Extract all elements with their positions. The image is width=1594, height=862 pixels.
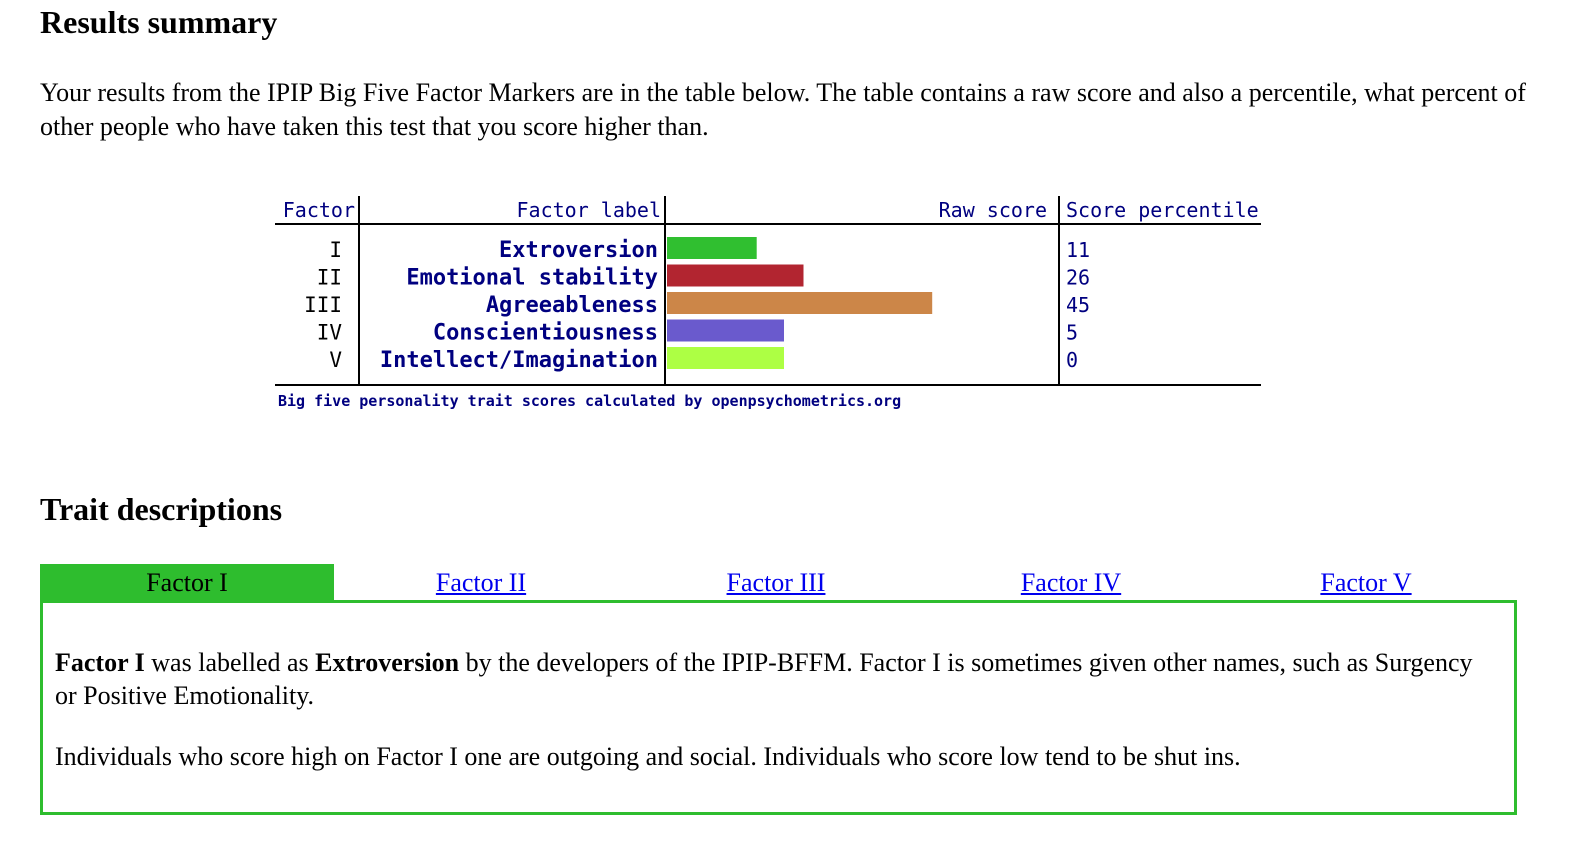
- panel-text-2: by the developers of the IPIP-BFFM. Fact…: [55, 648, 1473, 710]
- raw-score-bar: [667, 264, 804, 287]
- tab-factor-1-label: Factor I: [146, 568, 228, 597]
- percentile-value: 11: [1066, 238, 1090, 262]
- percentile-value: 0: [1066, 348, 1078, 372]
- factor-tabs: Factor I Factor II Factor III Factor IV …: [40, 564, 1514, 602]
- factor-label: Extroversion: [499, 238, 658, 263]
- factor-label: Emotional stability: [406, 266, 658, 291]
- tab-factor-3-link[interactable]: Factor III: [726, 568, 826, 597]
- factor-label: Conscientiousness: [433, 321, 658, 346]
- factor-numeral: III: [304, 293, 342, 317]
- big-five-chart: Factor Factor label Raw score Score percent…: [272, 190, 1272, 420]
- tab-factor-2-link[interactable]: Factor II: [435, 568, 527, 597]
- tab-factor-2[interactable]: Factor II: [334, 564, 628, 602]
- factor-numeral: II: [317, 266, 342, 290]
- factor-label: Intellect/Imagination: [380, 348, 658, 373]
- chart-caption: Big five personality trait scores calcul…: [278, 392, 901, 410]
- raw-score-bar: [667, 319, 784, 342]
- column-header-score-percentile: Score percentile: [1066, 198, 1259, 222]
- tab-factor-1[interactable]: Factor I: [40, 564, 334, 602]
- tab-factor-4-link[interactable]: Factor IV: [1020, 568, 1122, 597]
- tab-factor-3[interactable]: Factor III: [629, 564, 923, 602]
- raw-score-bar: [667, 347, 784, 369]
- panel-text-1: was labelled as: [144, 648, 316, 677]
- percentile-value: 45: [1066, 293, 1090, 317]
- factor-description-paragraph-2: Individuals who score high on Factor I o…: [55, 742, 1241, 771]
- column-header-factor: Factor: [283, 198, 355, 222]
- factor-description-panel: Factor I was labelled as Extroversion by…: [40, 600, 1517, 815]
- intro-text: Your results from the IPIP Big Five Fact…: [40, 78, 1526, 141]
- percentile-value: 5: [1066, 321, 1078, 345]
- factor-numeral: IV: [317, 321, 343, 345]
- tab-factor-5-link[interactable]: Factor V: [1320, 568, 1412, 597]
- tab-factor-4[interactable]: Factor IV: [924, 564, 1218, 602]
- factor-description-paragraph-1: Factor I was labelled as Extroversion by…: [55, 646, 1475, 712]
- raw-score-bar: [667, 237, 757, 259]
- factor-label-bold: Extroversion: [315, 648, 460, 677]
- results-heading: Results summary: [40, 4, 278, 40]
- column-header-raw-score: Raw score: [939, 198, 1047, 222]
- raw-score-bar: [667, 292, 933, 314]
- column-header-factor-label: Factor label: [517, 198, 662, 222]
- factor-label: Agreeableness: [486, 293, 658, 318]
- traits-heading: Trait descriptions: [40, 491, 283, 527]
- factor-numeral: I: [329, 238, 342, 262]
- percentile-value: 26: [1066, 266, 1090, 290]
- factor-name-bold: Factor I: [55, 648, 145, 677]
- factor-numeral: V: [329, 348, 342, 372]
- tab-factor-5[interactable]: Factor V: [1219, 564, 1513, 602]
